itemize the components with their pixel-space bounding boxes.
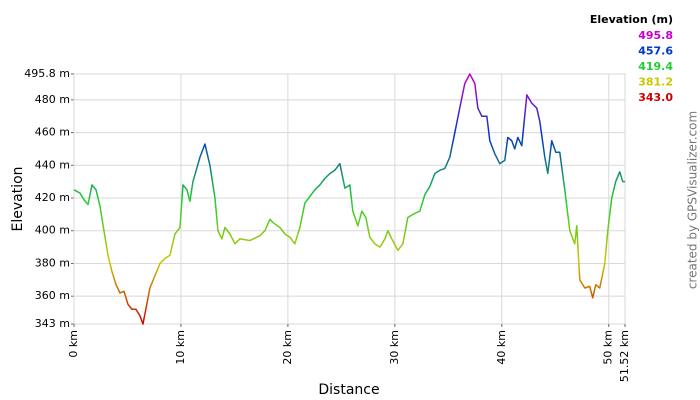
x-tick-label: 10 km	[174, 330, 187, 365]
x-tick-label: 51.52 km	[618, 330, 631, 382]
legend-value: 495.8	[638, 29, 673, 42]
y-tick-label: 380 m	[35, 256, 70, 269]
legend-value: 457.6	[638, 45, 673, 58]
x-tick-label: 40 km	[495, 330, 508, 365]
legend-value: 381.2	[638, 76, 673, 89]
y-tick-label: 400 m	[35, 224, 70, 237]
x-tick-label: 50 km	[602, 330, 615, 365]
plot-area	[73, 73, 626, 325]
y-tick-label: 460 m	[35, 126, 70, 139]
credit: created by GPSVisualizer.com	[686, 111, 700, 289]
y-tick-label: 343 m	[35, 317, 70, 330]
elevation-line	[73, 73, 625, 325]
y-tick-label: 495.8 m	[24, 67, 70, 80]
y-tick-label: 360 m	[35, 289, 70, 302]
y-tick-label: 480 m	[35, 93, 70, 106]
legend-title: Elevation (m)	[590, 13, 673, 26]
y-axis-label: Elevation	[10, 166, 26, 231]
legend-value: 419.4	[638, 60, 673, 73]
x-tick-label: 30 km	[388, 330, 401, 365]
y-tick-label: 440 m	[35, 158, 70, 171]
x-tick-label: 0 km	[67, 330, 80, 358]
legend-value: 343.0	[638, 91, 673, 104]
y-tick-label: 420 m	[35, 191, 70, 204]
x-tick-label: 20 km	[281, 330, 294, 365]
x-axis-label: Distance	[318, 382, 379, 398]
